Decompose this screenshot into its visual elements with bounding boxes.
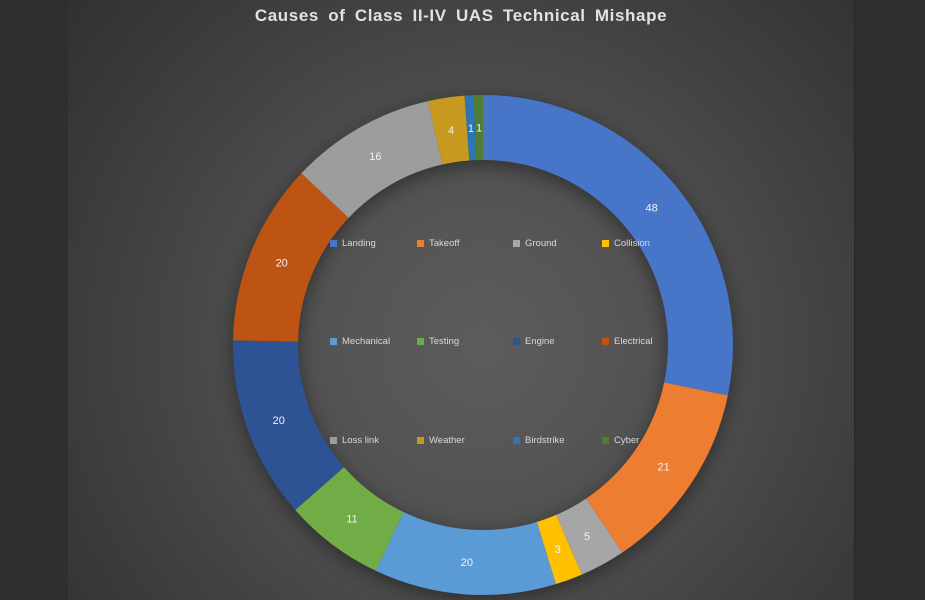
legend-swatch-birdstrike: [513, 436, 520, 444]
legend-swatch-testing: [417, 337, 424, 345]
donut-slice-landing: [483, 95, 733, 396]
donut-slice-takeoff: [586, 382, 728, 553]
slice-value-label-landing: 48: [645, 203, 657, 215]
slice-value-label-collision: 3: [555, 544, 561, 556]
legend-label-ground: Ground: [525, 237, 557, 249]
legend-label-weather: Weather: [429, 434, 465, 446]
legend-label-landing: Landing: [342, 237, 376, 249]
legend-swatch-ground: [513, 239, 520, 247]
legend-swatch-takeoff: [417, 239, 424, 247]
slice-value-label-weather: 4: [448, 125, 454, 137]
legend-item-collision: Collision: [602, 237, 650, 249]
legend-swatch-weather: [417, 436, 424, 444]
donut-slice-mechanical: [375, 512, 556, 595]
legend-item-engine: Engine: [513, 335, 555, 347]
legend-label-engine: Engine: [525, 335, 555, 347]
legend-item-landing: Landing: [330, 237, 376, 249]
legend-swatch-electrical: [602, 337, 609, 345]
legend-label-birdstrike: Birdstrike: [525, 434, 565, 446]
legend-item-weather: Weather: [417, 434, 465, 446]
legend-label-takeoff: Takeoff: [429, 237, 460, 249]
slice-value-label-engine: 20: [273, 415, 285, 427]
legend-swatch-cyber: [602, 436, 609, 444]
donut-slice-ground: [556, 498, 623, 575]
legend-swatch-collision: [602, 239, 609, 247]
donut-slice-loss-link: [301, 101, 443, 218]
slice-value-label-cyber: 1: [476, 123, 482, 135]
legend-item-birdstrike: Birdstrike: [513, 434, 565, 446]
slice-value-label-loss-link: 16: [369, 151, 381, 163]
donut-slice-weather: [428, 95, 470, 165]
legend-swatch-engine: [513, 337, 520, 345]
legend-swatch-landing: [330, 239, 337, 247]
legend-item-ground: Ground: [513, 237, 557, 249]
slice-value-label-mechanical: 20: [461, 557, 473, 569]
donut-slice-testing: [295, 467, 404, 571]
legend-item-loss-link: Loss link: [330, 434, 379, 446]
legend-item-takeoff: Takeoff: [417, 237, 459, 249]
slice-value-label-takeoff: 21: [657, 461, 669, 473]
donut-slice-collision: [536, 514, 582, 585]
legend-label-loss-link: Loss link: [342, 434, 379, 446]
slice-value-label-testing: 11: [346, 514, 357, 526]
legend-label-mechanical: Mechanical: [342, 335, 391, 347]
legend-label-testing: Testing: [429, 335, 460, 347]
donut-slice-cyber: [473, 95, 483, 161]
chart-legend: Landing Takeoff Ground Collision Mechanical T…: [330, 237, 660, 452]
legend-label-electrical: Electrical: [614, 335, 653, 347]
donut-slice-birdstrike: [464, 95, 477, 161]
right-letterbox: [854, 0, 925, 600]
chart-title: Causes of Class II-IV UAS Technical Mish…: [254, 6, 668, 25]
slice-value-label-birdstrike: 1: [468, 123, 474, 135]
legend-item-electrical: Electrical: [602, 335, 653, 347]
legend-item-testing: Testing: [417, 335, 459, 347]
slice-value-label-ground: 5: [584, 531, 590, 543]
legend-item-cyber: Cyber: [602, 434, 639, 446]
legend-item-mechanical: Mechanical: [330, 335, 390, 347]
legend-swatch-mechanical: [330, 337, 337, 345]
donut-slice-electrical: [233, 173, 349, 342]
legend-label-cyber: Cyber: [614, 434, 640, 446]
donut-slice-engine: [232, 340, 344, 510]
slice-value-label-electrical: 20: [276, 258, 288, 270]
legend-swatch-loss-link: [330, 436, 337, 444]
legend-label-collision: Collision: [614, 237, 650, 249]
